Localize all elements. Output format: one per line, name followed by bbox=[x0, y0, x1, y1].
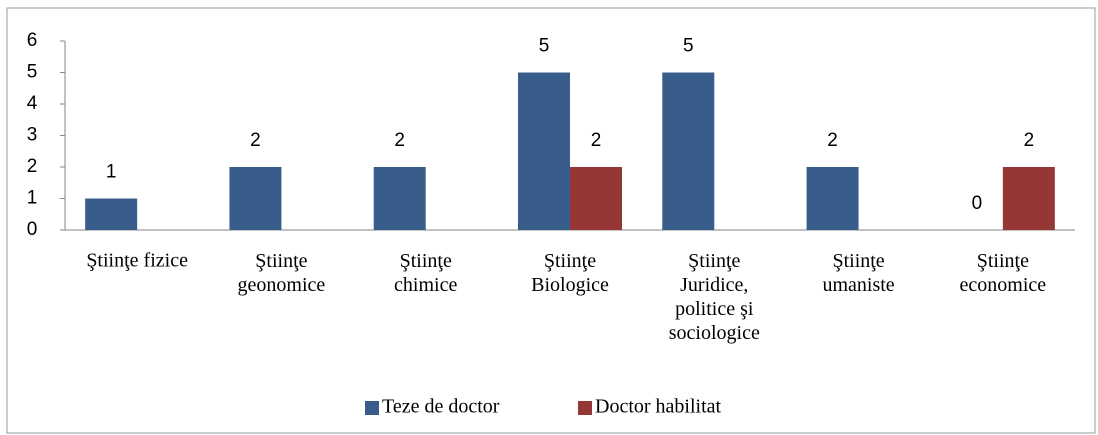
legend-label: Doctor habilitat bbox=[595, 396, 722, 418]
y-tick-label: 2 bbox=[27, 156, 38, 177]
y-tick-label: 4 bbox=[27, 93, 38, 114]
y-tick-label: 0 bbox=[27, 219, 38, 240]
y-tick-label: 3 bbox=[27, 125, 38, 146]
x-tick-label: Ştiinţe fizice bbox=[86, 250, 188, 272]
bar bbox=[518, 72, 570, 230]
bar bbox=[570, 167, 622, 230]
y-tick-label: 1 bbox=[27, 188, 38, 209]
bar bbox=[1002, 167, 1055, 230]
bar bbox=[373, 167, 426, 230]
data-label: 5 bbox=[539, 36, 550, 57]
legend-swatch bbox=[578, 401, 592, 415]
x-tick-label: Ştiinţe chimice bbox=[394, 250, 457, 296]
x-tick-label: Ştiinţe Juridice, politice şi sociologice bbox=[669, 250, 760, 344]
x-tick-label: Ştiinţe geonomice bbox=[238, 250, 326, 296]
bar bbox=[662, 72, 715, 230]
data-label: 2 bbox=[394, 130, 405, 151]
data-label: 0 bbox=[972, 193, 983, 214]
y-tick-label: 5 bbox=[27, 62, 38, 83]
x-tick-label: Ştiinţe economice bbox=[960, 250, 1047, 296]
data-label: 1 bbox=[106, 162, 117, 183]
y-tick-label: 6 bbox=[27, 30, 38, 51]
legend-label: Teze de doctor bbox=[382, 396, 500, 418]
data-label: 2 bbox=[591, 130, 602, 151]
x-tick-label: Ştiinţe umaniste bbox=[822, 250, 894, 296]
bar bbox=[806, 167, 859, 230]
x-tick-label: Ştiinţe Biologice bbox=[531, 250, 609, 296]
bar bbox=[85, 198, 138, 230]
data-label: 5 bbox=[683, 36, 694, 57]
data-label: 2 bbox=[827, 130, 838, 151]
data-label: 2 bbox=[1024, 130, 1035, 151]
legend-swatch bbox=[365, 401, 379, 415]
bar bbox=[229, 167, 282, 230]
data-label: 2 bbox=[250, 130, 261, 151]
